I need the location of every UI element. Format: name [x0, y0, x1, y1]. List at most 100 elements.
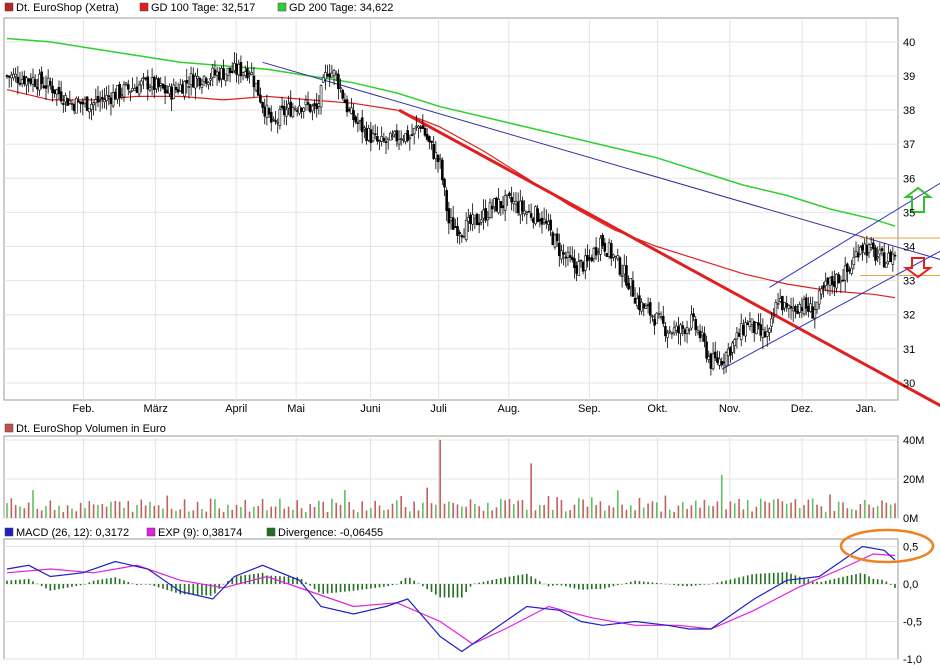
candle-body [729, 347, 732, 356]
candle-body [256, 79, 260, 96]
candle-body [755, 322, 758, 335]
volume-bar [725, 509, 727, 518]
volume-bar [296, 500, 299, 518]
volume-bar [577, 498, 580, 518]
candle-body [566, 251, 570, 258]
candle-body [787, 305, 791, 309]
divergence-bar [772, 572, 775, 584]
grid-lines [4, 18, 898, 660]
candle-body [347, 109, 351, 112]
volume-bar [339, 504, 342, 518]
candle-body [237, 64, 241, 76]
candle-body [618, 257, 622, 275]
candle-body [139, 80, 143, 86]
candle-body [833, 281, 836, 287]
candle-body [830, 276, 834, 285]
divergence-bar [144, 584, 147, 585]
volume-bar [456, 504, 459, 518]
volume-bar [378, 505, 381, 518]
volume-bar [127, 500, 130, 518]
candle-body [495, 197, 498, 212]
divergence-bar [396, 584, 398, 585]
candle-body [185, 79, 189, 84]
divergence-bar [790, 573, 792, 584]
divergence-bar [556, 584, 558, 586]
candle-body [646, 304, 650, 307]
divergence-bar [14, 579, 17, 584]
candle-body [315, 103, 319, 110]
volume-bar [326, 511, 329, 518]
candle-body [308, 104, 312, 113]
volume-bar [694, 500, 697, 518]
divergence-bar [435, 584, 437, 595]
candle-body [103, 99, 106, 103]
candle-body [425, 134, 429, 140]
divergence-bar [101, 579, 104, 584]
candle-body [96, 96, 100, 103]
divergence-bar [846, 575, 849, 584]
volume-bar [781, 501, 784, 518]
volume-bar [478, 506, 480, 518]
volume-bar [153, 505, 156, 518]
volume-bar [105, 506, 108, 518]
candle-body [458, 232, 461, 234]
candle-body [791, 307, 795, 312]
candle-body [358, 120, 362, 123]
candle-body [631, 280, 635, 297]
divergence-bar [10, 580, 13, 584]
candle-body [92, 102, 95, 106]
divergence-bar [547, 584, 550, 587]
candle-body [852, 257, 856, 266]
candle-body [207, 82, 210, 85]
candle-body [469, 214, 472, 225]
divergence-bar [738, 577, 740, 584]
candle-body [685, 327, 689, 334]
volume-bar [387, 509, 389, 518]
divergence-bar [803, 577, 805, 584]
candle-body [570, 256, 574, 260]
candle-body [57, 87, 61, 95]
divergence-bar [621, 584, 623, 585]
volume-bar [872, 507, 875, 518]
candle-body [330, 72, 334, 78]
candle-body [129, 90, 132, 93]
divergence-bar [478, 582, 480, 584]
candle-body [12, 73, 15, 79]
candle-body [735, 332, 739, 340]
divergence-bar [573, 584, 576, 589]
candle-body [176, 89, 180, 93]
candle-body [18, 83, 22, 85]
divergence-bar [885, 581, 888, 584]
divergence-bar [824, 580, 827, 584]
candle-body [20, 79, 24, 85]
x-tick-label: Jan. [856, 403, 877, 415]
divergence-bar [417, 583, 420, 584]
candle-body [252, 75, 256, 88]
volume-bar [240, 506, 242, 518]
candle-body [817, 290, 821, 305]
volume-bar [543, 505, 545, 518]
candle-body [159, 83, 163, 86]
candle-body [451, 217, 455, 230]
divergence-bar [742, 576, 745, 584]
candle-body [324, 72, 327, 80]
candle-body [590, 257, 594, 262]
candle-body [659, 316, 663, 318]
candle-body [672, 327, 676, 334]
candle-body [534, 206, 537, 225]
volume-bar [487, 502, 489, 518]
candle-body [373, 133, 377, 135]
volume-bar [876, 505, 879, 518]
volume-bar [391, 503, 394, 518]
legend-macd: MACD (26, 12): 0,3172 EXP (9): 0,38174 D… [4, 527, 383, 539]
divergence-bar [798, 576, 801, 584]
divergence-bar [811, 580, 814, 584]
candle-body [629, 278, 633, 287]
candle-body [859, 246, 862, 255]
divergence-bar [521, 574, 524, 584]
volume-panel [3, 435, 899, 519]
volume-bar [244, 500, 247, 518]
macd-panel [3, 538, 899, 660]
divergence-bar [40, 584, 43, 587]
volume-bar [729, 501, 732, 518]
